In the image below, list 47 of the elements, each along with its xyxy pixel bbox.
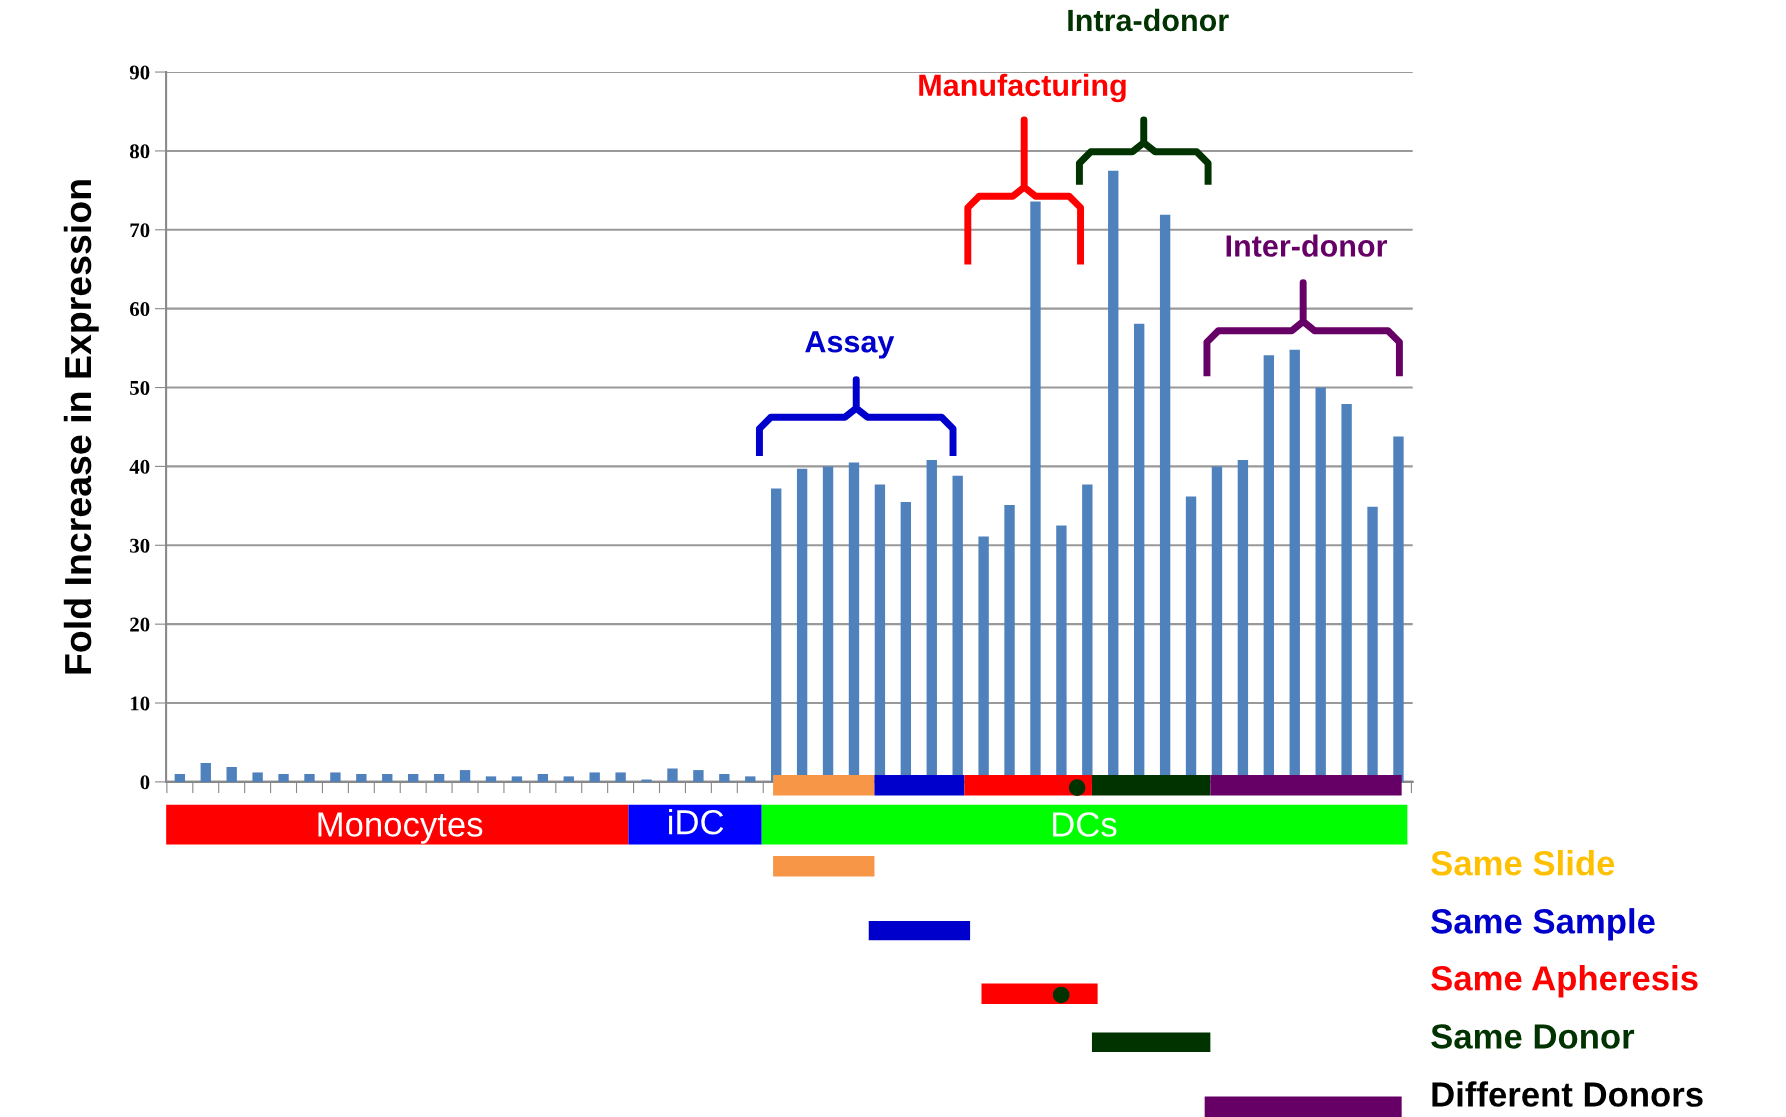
bar — [356, 774, 367, 782]
bar — [304, 774, 315, 782]
text: DCs — [1053, 812, 1117, 837]
bar — [563, 776, 574, 782]
bar — [537, 774, 549, 782]
text: Same Donor — [1431, 1024, 1635, 1049]
bar — [511, 776, 523, 782]
annotation: Manufacturing — [919, 73, 1126, 103]
y-tick-label: 70 — [130, 223, 150, 238]
bar — [252, 772, 263, 782]
y-tick-label: 90 — [129, 65, 150, 80]
bar — [200, 762, 211, 782]
bar — [382, 774, 393, 782]
y-tick-label: 80 — [129, 144, 150, 159]
y-tick-label: 30 — [130, 538, 150, 553]
bar — [667, 768, 678, 782]
bar — [771, 488, 782, 782]
text: Monocytes — [318, 812, 483, 844]
bar — [589, 772, 600, 782]
bar — [174, 774, 186, 782]
bar — [226, 766, 237, 782]
y-tick-label: 0 — [140, 775, 150, 790]
bar — [330, 772, 341, 782]
annotation: Inter-donor — [1226, 234, 1388, 257]
bar — [745, 776, 756, 782]
bar — [433, 774, 445, 782]
text: Different Donors — [1432, 1081, 1703, 1107]
bar — [278, 774, 289, 782]
y-tick-label: 10 — [130, 696, 150, 711]
bar — [719, 774, 730, 782]
text: Intra-donor — [1068, 8, 1229, 32]
bar — [459, 770, 471, 782]
y-tick-label: 50 — [130, 380, 150, 395]
y-tick-label: 40 — [129, 459, 150, 474]
y-axis-title: Fold Increase in Expression — [63, 180, 99, 674]
text: Same Apheresis — [1431, 965, 1698, 998]
bar — [693, 770, 704, 782]
text: Same Sample — [1431, 908, 1655, 941]
y-tick-label: 60 — [130, 302, 150, 317]
annotation: Assay — [805, 331, 895, 359]
bar — [1393, 436, 1404, 782]
bar — [485, 776, 497, 782]
text: iDC — [669, 809, 724, 835]
text: Same Slide — [1431, 850, 1615, 876]
bar — [408, 774, 419, 782]
bar — [615, 772, 626, 782]
y-tick-label: 20 — [130, 617, 150, 632]
